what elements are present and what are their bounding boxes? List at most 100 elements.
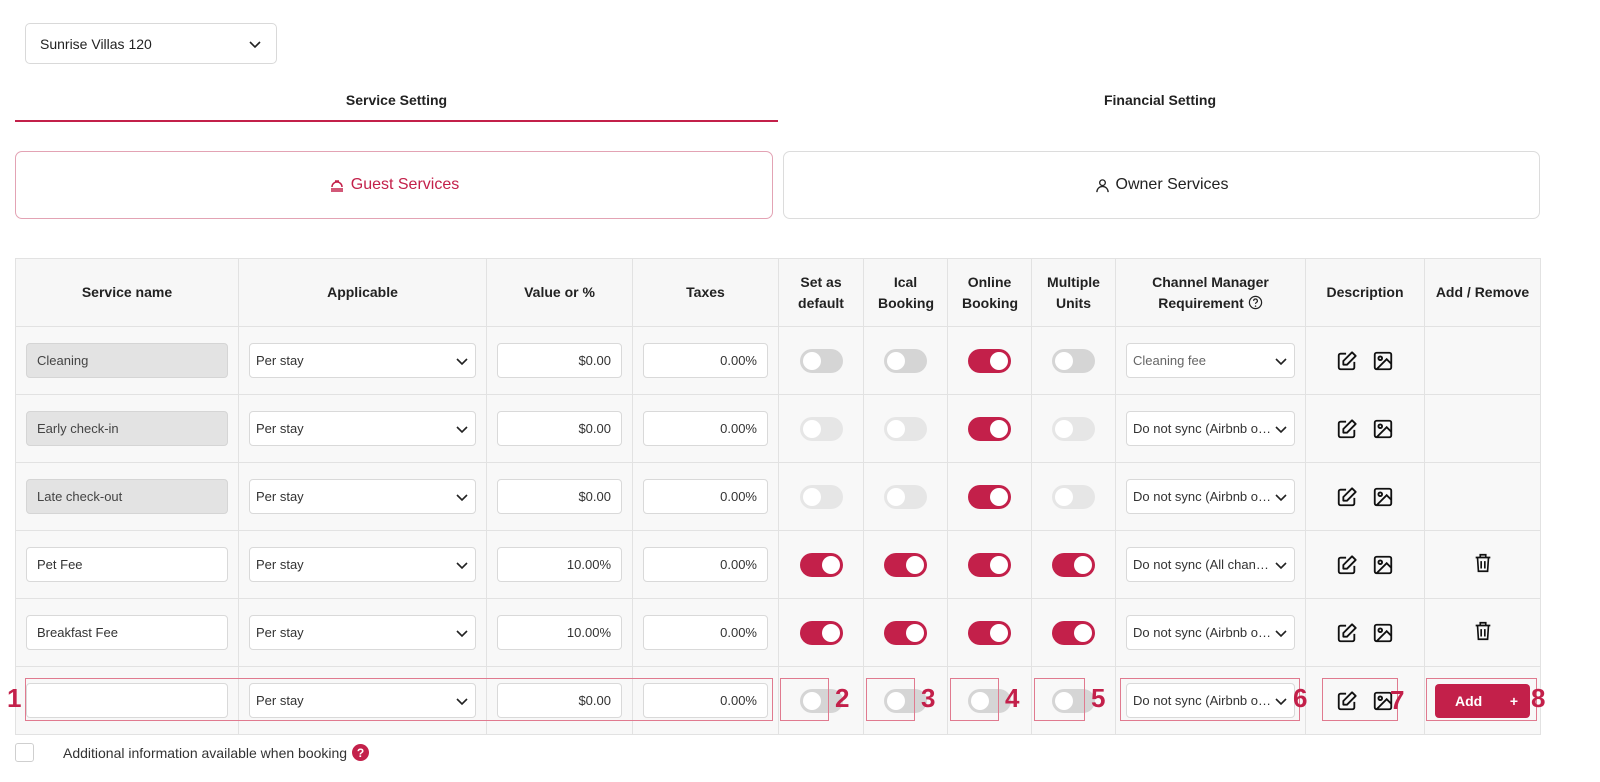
set-default-toggle[interactable] xyxy=(799,688,843,713)
channel-manager-value: Do not sync (Airbnb o… xyxy=(1133,489,1272,504)
multiple-units-toggle[interactable] xyxy=(1052,620,1095,645)
header-online-booking: Online Booking xyxy=(947,258,1032,327)
online-booking-toggle[interactable] xyxy=(968,688,1011,713)
set-default-toggle[interactable] xyxy=(799,348,843,373)
cell-applicable: Per stay xyxy=(238,598,487,667)
additional-info-checkbox[interactable] xyxy=(15,743,34,762)
edit-icon[interactable] xyxy=(1336,486,1358,508)
service-name-input[interactable]: Pet Fee xyxy=(26,547,228,582)
ical-booking-toggle[interactable] xyxy=(884,552,927,577)
service-name-input[interactable] xyxy=(26,683,228,718)
channel-manager-select[interactable]: Do not sync (Airbnb o… xyxy=(1126,411,1295,446)
value-input[interactable]: $0.00 xyxy=(497,479,622,514)
annotation-box-4 xyxy=(950,678,999,721)
edit-icon[interactable] xyxy=(1336,350,1358,372)
annotation-number-1: 1 xyxy=(7,683,22,713)
online-booking-toggle[interactable] xyxy=(968,416,1011,441)
taxes-input[interactable]: 0.00% xyxy=(643,615,768,650)
image-icon[interactable] xyxy=(1372,486,1394,508)
image-icon[interactable] xyxy=(1372,690,1394,712)
image-icon[interactable] xyxy=(1372,418,1394,440)
cell-taxes: 0.00% xyxy=(632,462,779,531)
online-booking-toggle[interactable] xyxy=(968,348,1011,373)
set-default-toggle[interactable] xyxy=(799,416,843,441)
taxes-input[interactable]: 0.00% xyxy=(643,479,768,514)
edit-icon[interactable] xyxy=(1336,554,1358,576)
tab-financial-setting[interactable]: Financial Setting xyxy=(1103,92,1216,108)
chevron-down-icon xyxy=(456,425,468,433)
ical-booking-toggle[interactable] xyxy=(884,620,927,645)
cell-add-remove xyxy=(1424,462,1541,531)
channel-manager-select[interactable]: Do not sync (All chan… xyxy=(1126,547,1295,582)
set-default-toggle[interactable] xyxy=(799,620,843,645)
applicable-select[interactable]: Per stay xyxy=(249,615,476,650)
set-default-toggle[interactable] xyxy=(799,552,843,577)
applicable-select[interactable]: Per stay xyxy=(249,479,476,514)
value-input[interactable]: 10.00% xyxy=(497,615,622,650)
applicable-select[interactable]: Per stay xyxy=(249,683,476,718)
image-icon[interactable] xyxy=(1372,350,1394,372)
chevron-down-icon xyxy=(456,629,468,637)
edit-icon[interactable] xyxy=(1336,418,1358,440)
trash-icon[interactable] xyxy=(1472,552,1494,574)
tab-service-setting[interactable]: Service Setting xyxy=(15,90,778,122)
property-select[interactable]: Sunrise Villas 120 xyxy=(25,23,277,64)
plus-icon: + xyxy=(1509,692,1518,709)
cell-set-default xyxy=(778,326,864,395)
guest-services-button[interactable]: Guest Services xyxy=(15,151,773,219)
annotation-number-5: 5 xyxy=(1091,683,1106,713)
service-name-input[interactable]: Breakfast Fee xyxy=(26,615,228,650)
header-channel-manager-label: Channel Manager Requirement xyxy=(1152,273,1269,311)
ical-booking-toggle[interactable] xyxy=(884,416,927,441)
owner-services-button[interactable]: Owner Services xyxy=(783,151,1540,219)
ical-booking-toggle[interactable] xyxy=(884,484,927,509)
trash-icon[interactable] xyxy=(1472,620,1494,642)
cell-taxes: 0.00% xyxy=(632,394,779,463)
online-booking-toggle[interactable] xyxy=(968,620,1011,645)
multiple-units-toggle[interactable] xyxy=(1052,484,1095,509)
value-input[interactable]: $0.00 xyxy=(497,411,622,446)
applicable-value: Per stay xyxy=(256,489,304,504)
multiple-units-toggle[interactable] xyxy=(1052,348,1095,373)
edit-icon[interactable] xyxy=(1336,622,1358,644)
set-default-toggle[interactable] xyxy=(799,484,843,509)
chevron-down-icon xyxy=(1275,561,1287,569)
online-booking-toggle[interactable] xyxy=(968,484,1011,509)
online-booking-toggle[interactable] xyxy=(968,552,1011,577)
channel-manager-select[interactable]: Do not sync (Airbnb o… xyxy=(1126,615,1295,650)
taxes-input[interactable]: 0.00% xyxy=(643,411,768,446)
value-input[interactable]: $0.00 xyxy=(497,343,622,378)
annotation-number-7: 7 xyxy=(1390,685,1405,715)
ical-booking-toggle[interactable] xyxy=(884,348,927,373)
taxes-input[interactable]: 0.00% xyxy=(643,683,768,718)
ical-booking-toggle[interactable] xyxy=(884,688,927,713)
annotation-box-8 xyxy=(1426,678,1537,721)
multiple-units-toggle[interactable] xyxy=(1052,416,1095,441)
annotation-number-4: 4 xyxy=(1005,683,1020,713)
taxes-input[interactable]: 0.00% xyxy=(643,547,768,582)
taxes-input[interactable]: 0.00% xyxy=(643,343,768,378)
channel-manager-select[interactable]: Do not sync (Airbnb o… xyxy=(1126,479,1295,514)
help-icon[interactable]: ? xyxy=(352,744,370,761)
image-icon[interactable] xyxy=(1372,554,1394,576)
cell-set-default xyxy=(778,666,864,735)
applicable-select[interactable]: Per stay xyxy=(249,411,476,446)
additional-info-label: Additional information available when bo… xyxy=(63,744,348,761)
cell-channel: Do not sync (Airbnb o… xyxy=(1115,666,1306,735)
multiple-units-toggle[interactable] xyxy=(1052,688,1095,713)
channel-manager-select[interactable]: Cleaning fee xyxy=(1126,343,1295,378)
add-button[interactable]: Add + xyxy=(1435,683,1530,718)
cell-add-remove xyxy=(1424,530,1541,599)
applicable-select[interactable]: Per stay xyxy=(249,547,476,582)
multiple-units-toggle[interactable] xyxy=(1052,552,1095,577)
additional-info-row: Additional information available when bo… xyxy=(15,743,370,762)
image-icon[interactable] xyxy=(1372,622,1394,644)
channel-manager-select[interactable]: Do not sync (Airbnb o… xyxy=(1126,683,1295,718)
cell-multiple-units xyxy=(1031,394,1116,463)
cell-value: $0.00 xyxy=(486,394,633,463)
value-input[interactable]: $0.00 xyxy=(497,683,622,718)
applicable-select[interactable]: Per stay xyxy=(249,343,476,378)
edit-icon[interactable] xyxy=(1336,690,1358,712)
value-input[interactable]: 10.00% xyxy=(497,547,622,582)
cell-value: $0.00 xyxy=(486,326,633,395)
